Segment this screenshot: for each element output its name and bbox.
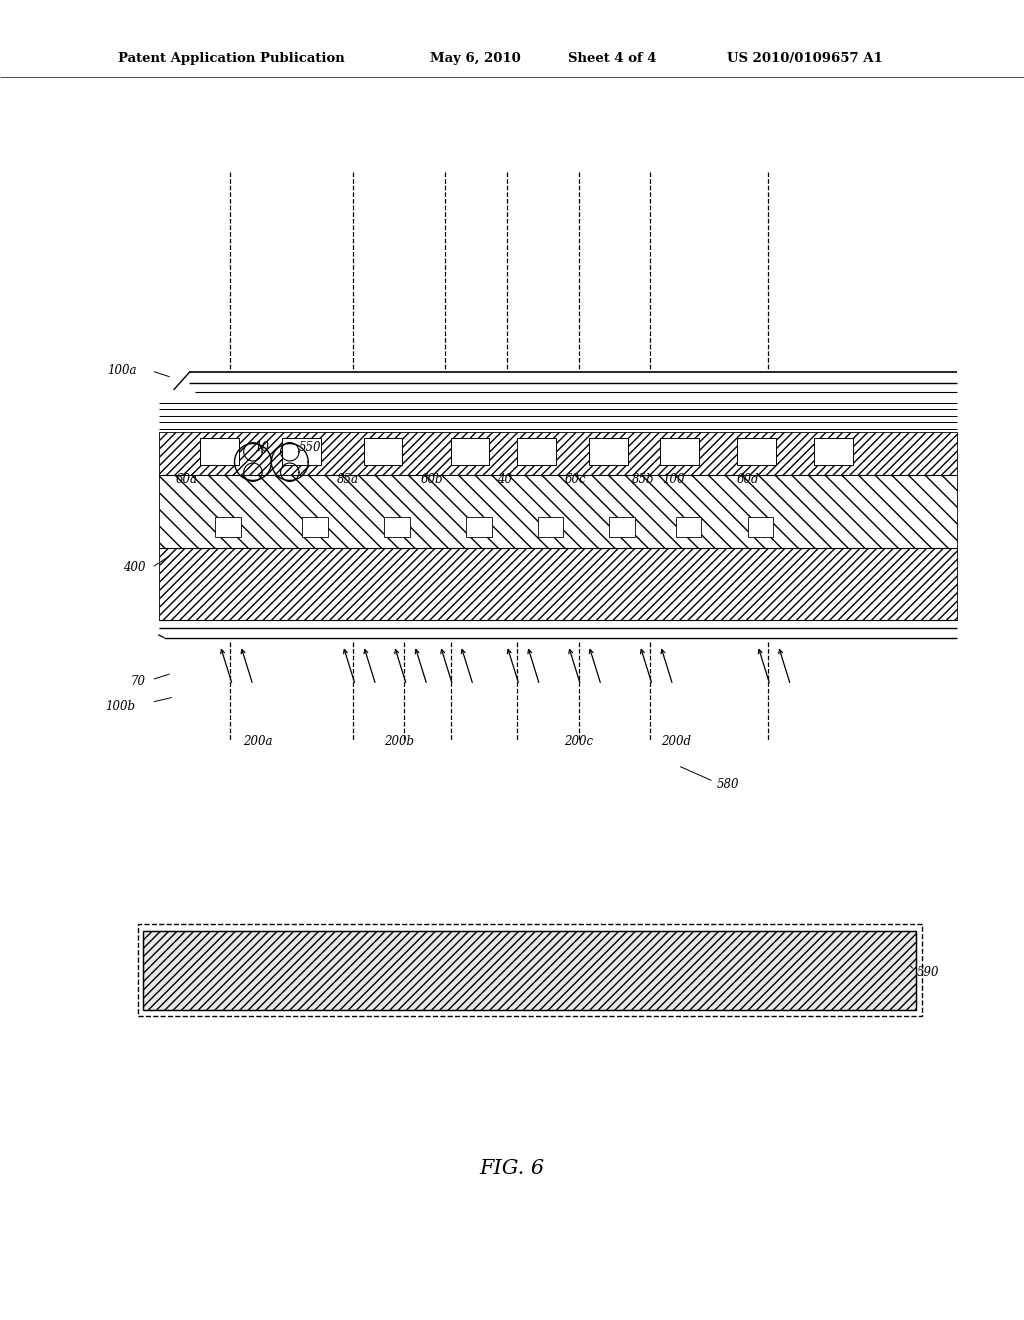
Text: 100b: 100b	[105, 700, 135, 713]
Bar	[538, 517, 563, 537]
Text: 85b: 85b	[632, 473, 654, 486]
Bar	[451, 438, 489, 465]
Text: 60d: 60d	[736, 473, 759, 486]
Text: FIG. 6: FIG. 6	[479, 1159, 545, 1177]
Bar	[384, 517, 410, 537]
Bar	[676, 517, 701, 537]
Text: 10: 10	[254, 441, 269, 454]
Text: 400: 400	[123, 561, 145, 574]
Text: 200c: 200c	[564, 735, 593, 748]
Bar	[282, 438, 321, 465]
Text: 100: 100	[663, 473, 685, 486]
Bar	[609, 517, 635, 537]
Text: 40: 40	[498, 473, 512, 486]
Text: US 2010/0109657 A1: US 2010/0109657 A1	[727, 51, 883, 65]
Bar	[159, 432, 957, 475]
Text: 550: 550	[299, 441, 322, 454]
Text: 85a: 85a	[337, 473, 359, 486]
Bar	[143, 931, 916, 1010]
Bar	[517, 438, 556, 465]
Bar	[159, 548, 957, 620]
Bar	[748, 517, 773, 537]
Bar	[814, 438, 853, 465]
Bar	[364, 438, 402, 465]
Text: 200a: 200a	[244, 735, 272, 748]
Bar	[589, 438, 628, 465]
Bar	[737, 438, 776, 465]
Bar	[660, 438, 699, 465]
Text: 60c: 60c	[564, 473, 587, 486]
Text: 200b: 200b	[384, 735, 415, 748]
Text: 60a: 60a	[175, 473, 198, 486]
Bar	[302, 517, 328, 537]
Text: 200d: 200d	[660, 735, 691, 748]
Text: 580: 580	[717, 777, 739, 791]
Text: 590: 590	[916, 966, 939, 979]
Text: 70: 70	[130, 675, 145, 688]
Text: Patent Application Publication: Patent Application Publication	[118, 51, 344, 65]
Text: 60b: 60b	[421, 473, 443, 486]
Text: May 6, 2010: May 6, 2010	[430, 51, 521, 65]
Bar	[138, 924, 922, 1016]
Bar	[159, 475, 957, 548]
Bar	[215, 517, 241, 537]
Bar	[200, 438, 239, 465]
Bar	[466, 517, 492, 537]
Text: Sheet 4 of 4: Sheet 4 of 4	[568, 51, 656, 65]
Text: 100a: 100a	[106, 364, 136, 378]
Bar	[143, 931, 916, 1010]
